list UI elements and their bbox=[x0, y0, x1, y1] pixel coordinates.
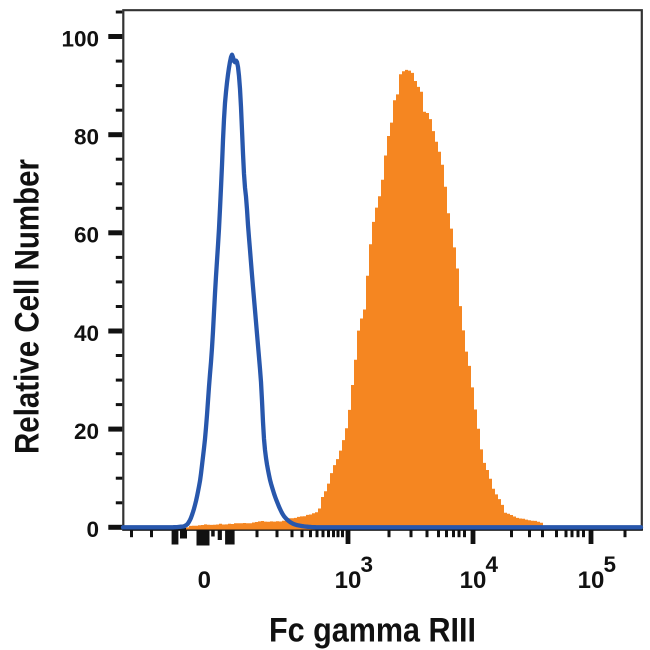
svg-text:Fc gamma RIII: Fc gamma RIII bbox=[269, 612, 476, 650]
svg-text:40: 40 bbox=[74, 321, 99, 346]
svg-text:5: 5 bbox=[604, 552, 617, 577]
svg-text:60: 60 bbox=[74, 223, 99, 248]
svg-text:0: 0 bbox=[198, 567, 211, 594]
svg-text:100: 100 bbox=[61, 26, 99, 51]
svg-text:20: 20 bbox=[74, 419, 99, 444]
svg-text:Relative Cell Number: Relative Cell Number bbox=[9, 159, 47, 454]
svg-text:3: 3 bbox=[361, 552, 374, 577]
svg-text:80: 80 bbox=[74, 125, 99, 150]
svg-text:0: 0 bbox=[86, 517, 99, 542]
svg-text:10: 10 bbox=[460, 567, 487, 594]
svg-text:4: 4 bbox=[486, 552, 499, 577]
svg-text:10: 10 bbox=[578, 567, 605, 594]
svg-text:10: 10 bbox=[335, 567, 362, 594]
